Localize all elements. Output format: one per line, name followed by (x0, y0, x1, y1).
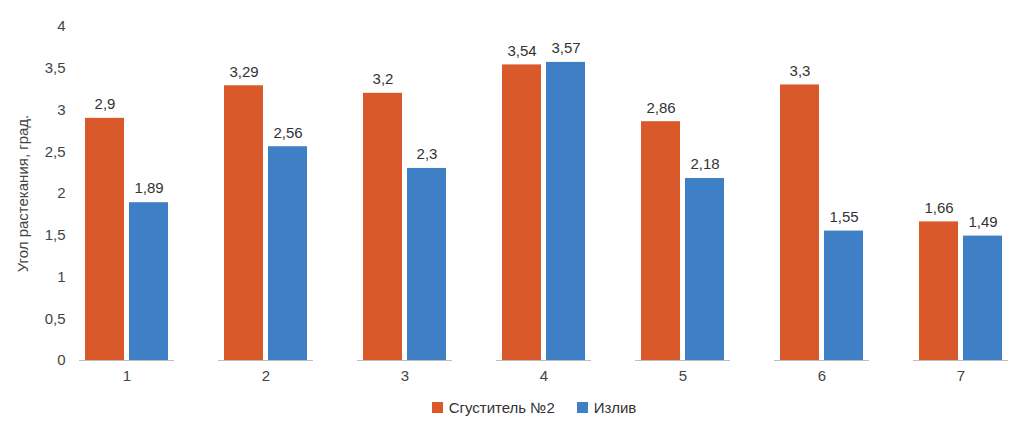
svg-text:3: 3 (401, 367, 409, 384)
svg-text:Угол растекания, град.: Угол растекания, град. (14, 115, 31, 273)
svg-text:1,55: 1,55 (829, 208, 858, 225)
svg-text:3,3: 3,3 (790, 62, 811, 79)
svg-text:4: 4 (540, 367, 548, 384)
svg-text:3,5: 3,5 (45, 59, 66, 76)
svg-text:2: 2 (57, 184, 65, 201)
html-text:Сгуститель №2: Сгуститель №2 (448, 398, 555, 416)
svg-text:2: 2 (262, 367, 270, 384)
svg-text:0,5: 0,5 (45, 310, 66, 327)
svg-text:3,57: 3,57 (551, 39, 580, 56)
svg-text:3,29: 3,29 (229, 63, 258, 80)
svg-text:2,56: 2,56 (273, 124, 302, 141)
svg-text:3,2: 3,2 (373, 70, 394, 87)
svg-text:1,89: 1,89 (134, 179, 163, 196)
svg-text:1,49: 1,49 (968, 213, 997, 230)
svg-text:5: 5 (679, 367, 687, 384)
svg-text:2,18: 2,18 (690, 155, 719, 172)
svg-text:6: 6 (818, 367, 826, 384)
svg-text:2,3: 2,3 (417, 145, 438, 162)
svg-text:0: 0 (57, 351, 65, 368)
svg-text:4: 4 (57, 17, 65, 34)
svg-text:1,5: 1,5 (45, 226, 66, 243)
svg-text:7: 7 (957, 367, 965, 384)
svg-text:2,5: 2,5 (45, 143, 66, 160)
svg-text:1,66: 1,66 (924, 199, 953, 216)
svg-text:2,86: 2,86 (646, 98, 675, 115)
html-text:Излив: Излив (593, 398, 637, 416)
svg-text:3,54: 3,54 (507, 42, 536, 59)
svg-text:2,9: 2,9 (95, 95, 116, 112)
svg-text:1: 1 (57, 268, 65, 285)
svg-text:3: 3 (57, 101, 65, 118)
svg-text:1: 1 (123, 367, 131, 384)
